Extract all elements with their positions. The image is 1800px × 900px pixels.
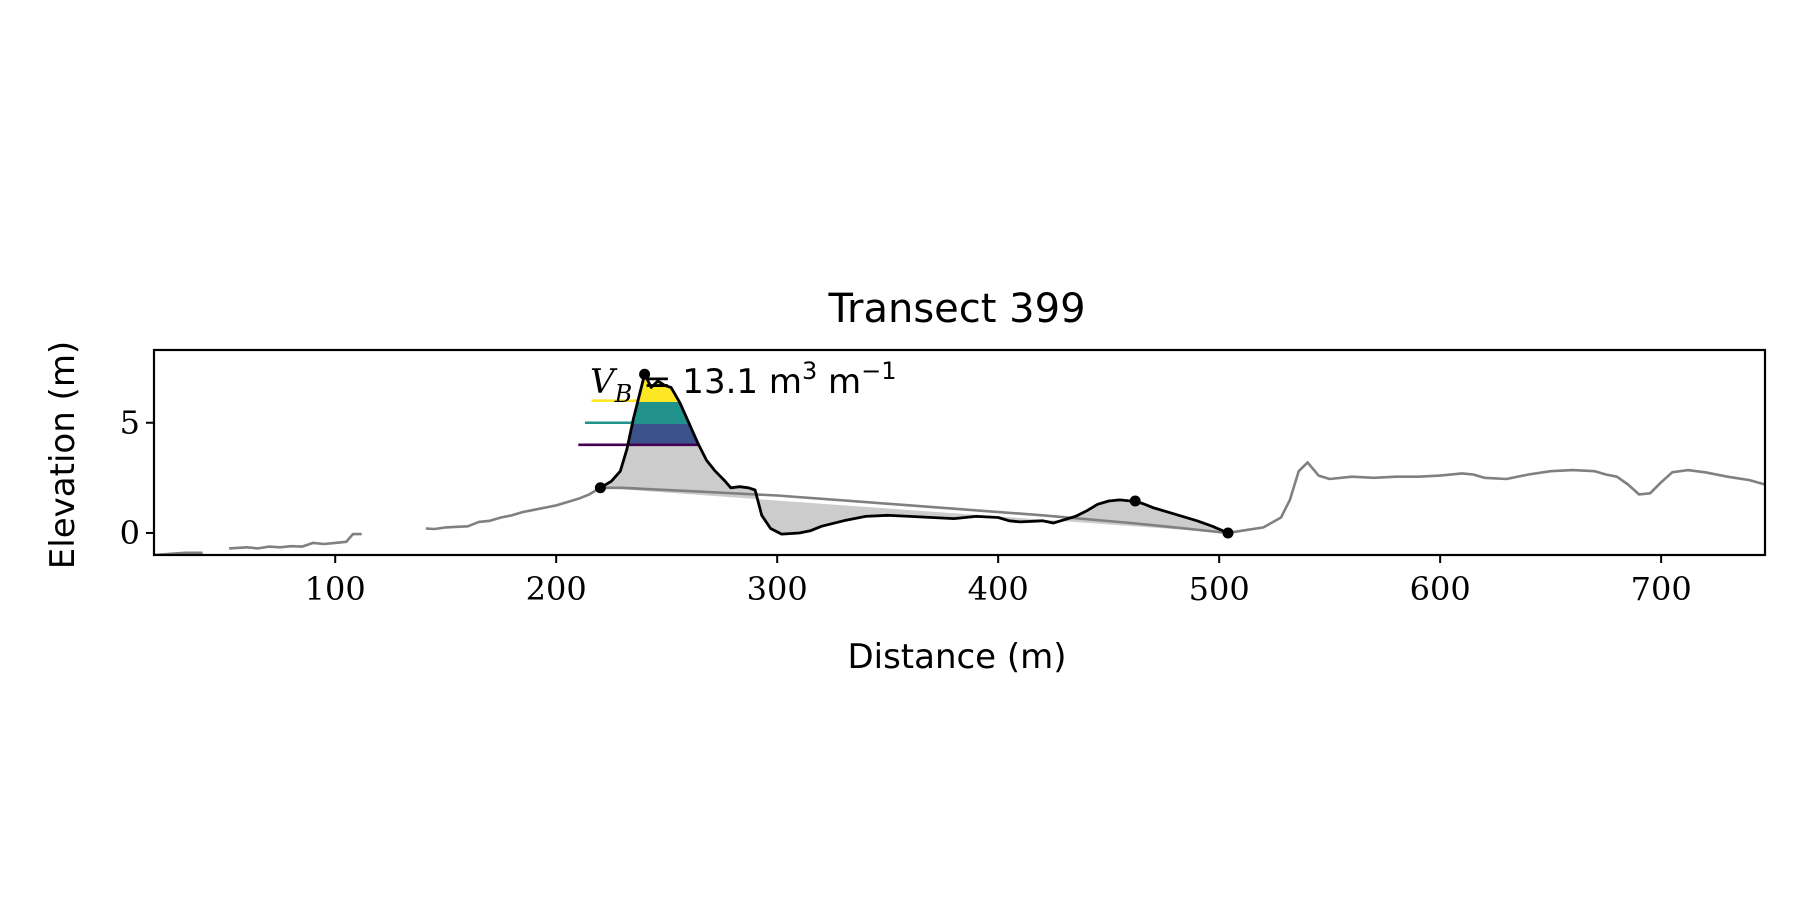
plot-frame bbox=[152, 348, 1767, 557]
y-axis-label: Elevation (m) bbox=[43, 341, 83, 569]
y-tick-label-1: 5 bbox=[120, 404, 140, 442]
annotation-sup2: −1 bbox=[861, 357, 896, 385]
profile-line-segment-1 bbox=[229, 532, 362, 550]
x-tick-label-6: 700 bbox=[1631, 570, 1692, 608]
annotation-mid: m bbox=[817, 362, 861, 402]
axis-ticks: 100 200 300 400 500 600 700 0 5 bbox=[120, 404, 1692, 608]
dune-marker-0 bbox=[594, 482, 606, 494]
annotation-prefix: V bbox=[590, 362, 618, 402]
x-tick-label-4: 500 bbox=[1189, 570, 1250, 608]
elevation-band-fill-2 bbox=[639, 374, 678, 401]
elevation-band-fill-1 bbox=[633, 400, 688, 423]
elevation-band-fill-0 bbox=[628, 422, 698, 445]
annotation-sup1: 3 bbox=[802, 357, 817, 385]
x-tick-label-1: 200 bbox=[526, 570, 587, 608]
x-tick-label-2: 300 bbox=[747, 570, 808, 608]
annotation-text: = 13.1 m bbox=[632, 362, 802, 402]
x-tick-label-0: 100 bbox=[305, 570, 366, 608]
volume-annotation: VB = 13.1 m3 m−1 bbox=[590, 357, 897, 408]
chart-title: Transect 399 bbox=[827, 286, 1085, 332]
y-tick-label-0: 0 bbox=[120, 514, 140, 552]
dune-line bbox=[599, 372, 1229, 536]
x-tick-label-5: 600 bbox=[1410, 570, 1471, 608]
plot-area bbox=[154, 368, 1765, 555]
x-tick-label-3: 400 bbox=[968, 570, 1029, 608]
dune-marker-2 bbox=[1129, 495, 1141, 507]
dune-marker-3 bbox=[1222, 527, 1234, 539]
dune-marker-1 bbox=[639, 368, 651, 380]
annotation-subscript: B bbox=[614, 380, 633, 408]
x-axis-label: Distance (m) bbox=[847, 637, 1066, 677]
profile-line-segment-2 bbox=[425, 461, 1765, 535]
